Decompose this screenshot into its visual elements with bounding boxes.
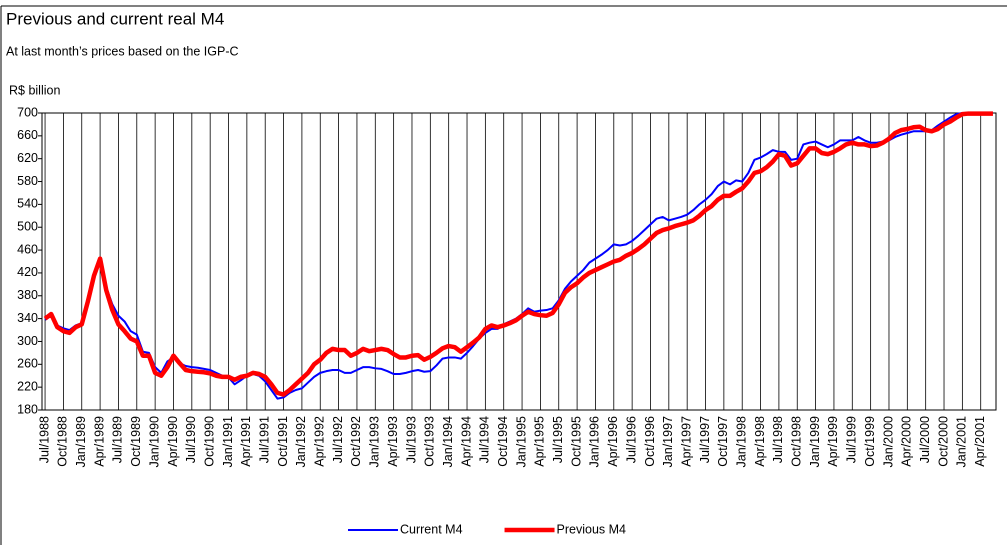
- x-tick-label: Apr/2001: [973, 416, 987, 467]
- x-tick-label: Apr/1999: [826, 416, 840, 467]
- y-tick-label: 700: [17, 105, 38, 119]
- x-tick-label: Oct/1991: [276, 416, 290, 467]
- x-tick-label: Apr/1996: [606, 416, 620, 467]
- x-tick-label: Oct/1992: [349, 416, 363, 467]
- x-tick-label: Apr/2000: [900, 416, 914, 467]
- y-tick-label: 580: [17, 174, 38, 188]
- x-tick-label: Jan/1998: [735, 416, 749, 467]
- y-tick-label: 420: [17, 265, 38, 279]
- x-tick-label: Oct/1996: [643, 416, 657, 467]
- y-tick-label: 460: [17, 242, 38, 256]
- x-tick-label: Apr/1994: [459, 416, 473, 467]
- x-tick-label: Oct/1997: [716, 416, 730, 467]
- x-tick-label: Jan/1996: [588, 416, 602, 467]
- x-tick-label: Jul/1988: [37, 416, 51, 463]
- x-tick-label: Jan/1993: [368, 416, 382, 467]
- x-tick-label: Jul/1995: [551, 416, 565, 463]
- x-tick-label: Jan/1990: [147, 416, 161, 467]
- x-tick-label: Jan/1989: [74, 416, 88, 467]
- x-tick-label: Jul/2000: [918, 416, 932, 463]
- x-tick-label: Jul/1996: [624, 416, 638, 463]
- plot-area: [41, 112, 997, 411]
- x-tick-label: Jan/1992: [294, 416, 308, 467]
- y-tick-label: 540: [17, 197, 38, 211]
- x-tick-label: Oct/1994: [496, 416, 510, 467]
- x-tick-label: Apr/1991: [239, 416, 253, 467]
- y-tick-label: 620: [17, 151, 38, 165]
- x-tick-label: Apr/1995: [533, 416, 547, 467]
- x-tick-label: Jul/1989: [111, 416, 125, 463]
- legend-label: Current M4: [400, 522, 463, 536]
- x-tick-label: Apr/1998: [753, 416, 767, 467]
- x-tick-label: Apr/1993: [386, 416, 400, 467]
- x-tick-label: Oct/1988: [56, 416, 70, 467]
- x-tick-label: Oct/1993: [423, 416, 437, 467]
- x-tick-label: Jul/1992: [331, 416, 345, 463]
- x-tick-label: Oct/1998: [790, 416, 804, 467]
- y-tick-label: 260: [17, 357, 38, 371]
- x-tick-label: Jan/1995: [514, 416, 528, 467]
- x-tick-label: Apr/1990: [166, 416, 180, 467]
- series-line: [44, 112, 993, 400]
- y-tick-label: 660: [17, 128, 38, 142]
- x-tick-label: Jul/1997: [698, 416, 712, 463]
- y-tick-label: 500: [17, 220, 38, 234]
- x-tick-label: Jan/1997: [661, 416, 675, 467]
- y-tick-label: 340: [17, 311, 38, 325]
- x-tick-label: Apr/1989: [92, 416, 106, 467]
- x-tick-label: Oct/1995: [569, 416, 583, 467]
- x-tick-label: Oct/2000: [936, 416, 950, 467]
- x-tick-label: Jul/1993: [404, 416, 418, 463]
- y-tick-label: 380: [17, 288, 38, 302]
- y-tick-label: 300: [17, 334, 38, 348]
- x-tick-label: Oct/1989: [129, 416, 143, 467]
- x-tick-label: Oct/1999: [863, 416, 877, 467]
- chart-subtitle: At last month’s prices based on the IGP-…: [6, 44, 239, 58]
- x-tick-label: Jul/1994: [478, 416, 492, 463]
- y-axis-label: R$ billion: [9, 83, 60, 97]
- series-line: [43, 111, 993, 397]
- x-tick-label: Oct/1990: [202, 416, 216, 467]
- x-tick-label: Jan/2001: [955, 416, 969, 467]
- x-tick-label: Jan/1994: [441, 416, 455, 467]
- x-tick-label: Jul/1990: [184, 416, 198, 463]
- x-tick-label: Apr/1997: [679, 416, 693, 467]
- y-tick-label: 220: [17, 379, 38, 393]
- y-tick-label: 180: [17, 402, 38, 416]
- chart-title: Previous and current real M4: [6, 9, 224, 28]
- x-tick-label: Jul/1999: [845, 416, 859, 463]
- x-tick-label: Jan/2000: [881, 416, 895, 467]
- x-tick-label: Jan/1999: [808, 416, 822, 467]
- x-tick-label: Jul/1991: [258, 416, 272, 463]
- x-tick-label: Jan/1991: [221, 416, 235, 467]
- legend-label: Previous M4: [557, 522, 627, 536]
- x-tick-label: Jul/1998: [771, 416, 785, 463]
- x-tick-label: Apr/1992: [313, 416, 327, 467]
